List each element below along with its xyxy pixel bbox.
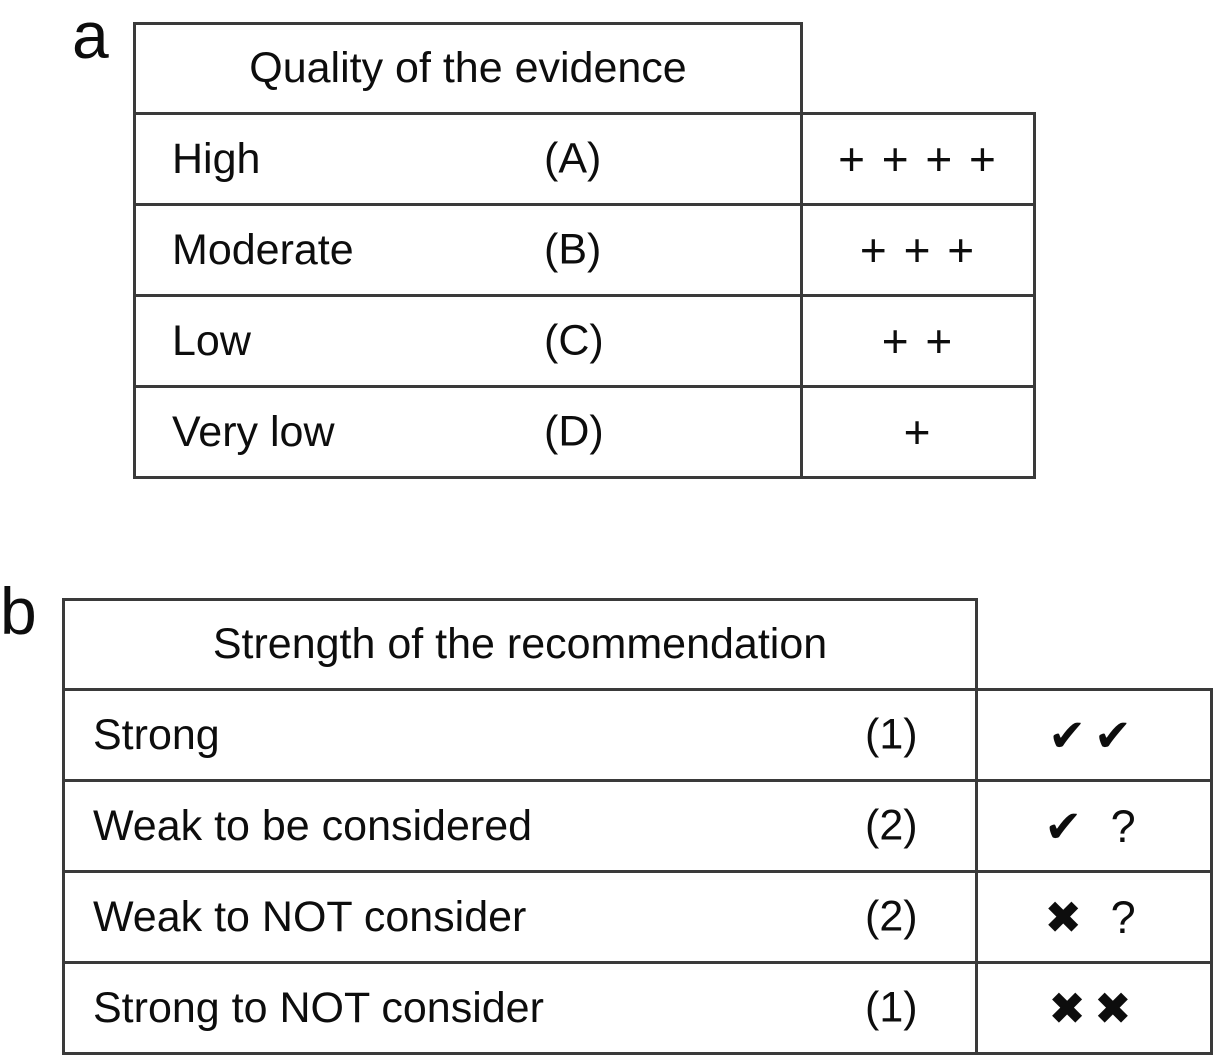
plus-rating-icon: + + + +	[838, 133, 998, 185]
quality-level-label: Low	[172, 316, 251, 365]
strength-of-recommendation-table: Strength of the recommendation Strong (1…	[62, 598, 1213, 1055]
header-spacer-cell	[977, 600, 1212, 690]
table-row: Strong to NOT consider (1) ✖✖	[62, 961, 1213, 1055]
strength-grade-code: (1)	[865, 983, 918, 1032]
plus-rating-icon: + +	[881, 315, 955, 367]
strength-symbol-cell: ✖ ?	[975, 870, 1213, 964]
strength-row-cell: Strong to NOT consider (1)	[62, 961, 978, 1055]
table-row: Low (C) + +	[133, 294, 1036, 388]
quality-symbol-cell: + +	[800, 294, 1036, 388]
strength-level-label: Strong to NOT consider	[93, 983, 544, 1032]
strength-symbol-cell: ✔ ?	[975, 779, 1213, 873]
strength-row-cell: Weak to NOT consider (2)	[62, 870, 978, 964]
strength-row-cell: Weak to be considered (2)	[62, 779, 978, 873]
double-check-icon: ✔✔	[1048, 709, 1140, 761]
quality-grade-code: (D)	[544, 407, 604, 456]
quality-level-label: Moderate	[172, 225, 354, 274]
strength-symbol-cell: ✖✖	[975, 961, 1213, 1055]
strength-table-header: Strength of the recommendation	[62, 598, 978, 691]
quality-symbol-cell: + + + +	[800, 112, 1036, 206]
table-header-row: Strength of the recommendation	[62, 598, 1212, 691]
table-row: Strong (1) ✔✔	[62, 688, 1213, 782]
panel-a-label: a	[72, 0, 109, 72]
quality-grade-code: (B)	[544, 225, 602, 274]
table-row: Very low (D) +	[133, 385, 1036, 479]
check-question-icon: ✔ ?	[1044, 800, 1144, 852]
header-spacer-cell	[802, 24, 1035, 114]
table-row: Moderate (B) + + +	[133, 203, 1036, 297]
strength-level-label: Strong	[93, 710, 220, 759]
quality-row-cell: Moderate (B)	[133, 203, 803, 297]
table-row: Weak to NOT consider (2) ✖ ?	[62, 870, 1213, 964]
quality-symbol-cell: + + +	[800, 203, 1036, 297]
cross-question-icon: ✖ ?	[1044, 891, 1144, 943]
strength-row-cell: Strong (1)	[62, 688, 978, 782]
quality-level-label: Very low	[172, 407, 335, 456]
strength-grade-code: (1)	[865, 710, 918, 759]
strength-grade-code: (2)	[865, 801, 918, 850]
quality-of-evidence-table: Quality of the evidence High (A) + + + +…	[133, 22, 1036, 479]
strength-symbol-cell: ✔✔	[975, 688, 1213, 782]
plus-rating-icon: + + +	[859, 224, 977, 276]
double-cross-icon: ✖✖	[1048, 982, 1140, 1034]
strength-level-label: Weak to NOT consider	[93, 892, 527, 941]
table-row: High (A) + + + +	[133, 112, 1036, 206]
quality-grade-code: (A)	[544, 134, 602, 183]
quality-table-header: Quality of the evidence	[133, 22, 803, 115]
quality-row-cell: High (A)	[133, 112, 803, 206]
quality-symbol-cell: +	[800, 385, 1036, 479]
panel-b-label: b	[0, 574, 37, 648]
quality-level-label: High	[172, 134, 261, 183]
strength-level-label: Weak to be considered	[93, 801, 533, 850]
plus-rating-icon: +	[903, 406, 933, 458]
table-row: Weak to be considered (2) ✔ ?	[62, 779, 1213, 873]
table-header-row: Quality of the evidence	[133, 22, 1035, 115]
quality-row-cell: Very low (D)	[133, 385, 803, 479]
quality-row-cell: Low (C)	[133, 294, 803, 388]
quality-grade-code: (C)	[544, 316, 604, 365]
strength-grade-code: (2)	[865, 892, 918, 941]
